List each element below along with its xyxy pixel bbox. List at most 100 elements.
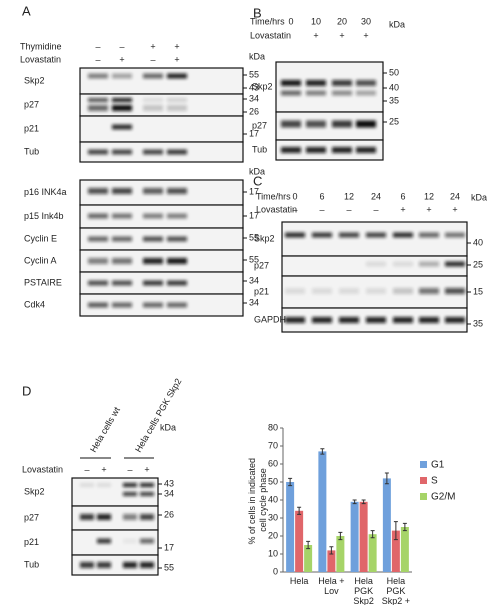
band [167, 213, 187, 219]
marker-label: 25 [389, 116, 399, 126]
band [167, 302, 187, 308]
marker-label: 55 [164, 562, 174, 572]
blot-box [79, 67, 244, 95]
band [339, 288, 359, 294]
marker-label: 35 [473, 318, 483, 328]
bar [350, 501, 359, 572]
blot-label: Skp2 [254, 233, 275, 243]
band [281, 90, 301, 96]
legend-swatch [420, 493, 427, 500]
band [393, 232, 413, 238]
error-bar [361, 499, 366, 505]
blot-label: Tub [24, 559, 39, 569]
bar [359, 501, 368, 572]
blot-label: Tub [24, 146, 39, 156]
blot-label: p27 [254, 260, 269, 270]
y-tick-label: 70 [268, 440, 278, 450]
lane-sign: – [95, 54, 100, 64]
marker-label: 55 [249, 232, 259, 242]
marker-label: 17 [249, 128, 259, 138]
blot-label: Cdk4 [24, 299, 45, 309]
band [143, 98, 163, 102]
band [112, 149, 132, 155]
band [419, 261, 439, 267]
blot-label: Skp2 [252, 81, 273, 91]
blot-label: p27 [24, 99, 39, 109]
error-bar [329, 546, 334, 555]
band [112, 258, 132, 264]
unit-label: kDa [471, 192, 487, 202]
legend-label: S [431, 476, 438, 487]
band [112, 188, 132, 194]
unit-label: kDa [249, 166, 265, 176]
blot-box [275, 61, 384, 113]
blot-box [281, 221, 468, 257]
x-tick-label: Hela [289, 576, 309, 586]
band [123, 562, 137, 568]
lane-sign: + [339, 30, 344, 40]
marker-label: 34 [164, 488, 174, 498]
band [445, 232, 465, 238]
blot-label: p21 [24, 537, 39, 547]
lane-sign: 30 [361, 16, 371, 26]
bar [336, 536, 345, 572]
y-tick-label: 20 [268, 530, 278, 540]
error-bar [320, 448, 325, 455]
band [366, 232, 386, 238]
band [88, 258, 108, 264]
band [88, 302, 108, 308]
lane-sign: – [84, 464, 89, 474]
band [167, 236, 187, 242]
band [143, 105, 163, 111]
lane-sign: 6 [319, 191, 324, 201]
y-axis-label: % of cells in indicated cell cycle phase [247, 455, 268, 544]
unit-label: kDa [249, 51, 265, 61]
band [285, 288, 305, 294]
unit-label: kDa [389, 19, 405, 29]
marker-label: 34 [249, 93, 259, 103]
band [97, 514, 111, 520]
lane-sign: 0 [292, 191, 297, 201]
lane-sign: + [174, 41, 179, 51]
band [88, 188, 108, 194]
band [356, 80, 376, 86]
marker-label: 25 [473, 259, 483, 269]
lane-sign: – [127, 464, 132, 474]
band [306, 120, 326, 128]
band [312, 232, 332, 238]
lane-sign: – [95, 41, 100, 51]
condition-label: Time/hrs [256, 191, 291, 201]
band [80, 562, 94, 568]
y-tick-label: 80 [268, 422, 278, 432]
blot-label: Cyclin E [24, 233, 57, 243]
marker-label: 50 [389, 67, 399, 77]
band [306, 80, 326, 86]
band [366, 317, 386, 323]
band [167, 280, 187, 286]
lane-sign: – [373, 204, 378, 214]
lane-sign: – [346, 204, 351, 214]
bar [304, 545, 313, 572]
band [312, 317, 332, 323]
band [143, 302, 163, 308]
band [112, 73, 132, 79]
marker-label: 34 [249, 275, 259, 285]
band [140, 492, 154, 496]
band [97, 538, 111, 544]
band [140, 562, 154, 568]
lane-sign: – [319, 204, 324, 214]
band [88, 236, 108, 242]
band [356, 120, 376, 128]
band [445, 288, 465, 294]
x-tick-label: Hela PGK Skp2 [353, 576, 374, 605]
x-tick-label: Hela PGK Skp2 + Lov [381, 576, 411, 605]
blot-label: Cyclin A [24, 255, 57, 265]
band [285, 317, 305, 323]
lane-sign: – [292, 204, 297, 214]
bar [368, 534, 377, 572]
band [306, 147, 326, 153]
y-tick-label: 40 [268, 494, 278, 504]
lane-sign: 6 [400, 191, 405, 201]
band [140, 483, 154, 487]
band [112, 236, 132, 242]
